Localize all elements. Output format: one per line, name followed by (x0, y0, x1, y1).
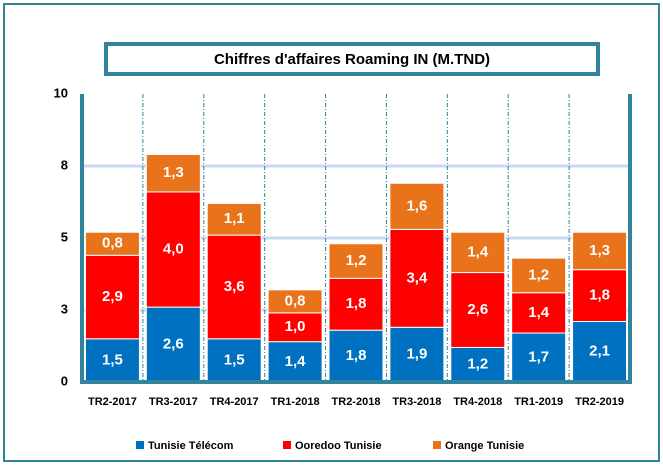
bar-segment (206, 338, 262, 383)
data-label: 2,6 (467, 301, 488, 318)
x-tick-label: TR4-2017 (210, 396, 259, 408)
data-label: 1,5 (224, 351, 245, 368)
data-label: 1,8 (346, 295, 367, 312)
chart-title: Chiffres d'affaires Roaming IN (M.TND) (214, 51, 490, 68)
bar-segment (206, 234, 262, 340)
legend-label: Ooredoo Tunisie (295, 440, 382, 452)
x-tick-label: TR1-2018 (271, 396, 320, 408)
bar-segment (389, 228, 445, 328)
data-label: 2,6 (163, 336, 184, 353)
bar-segment (450, 231, 506, 274)
x-tick-label: TR2-2017 (88, 396, 137, 408)
bar-segment (450, 346, 506, 383)
data-label: 1,7 (528, 348, 549, 365)
bar-segment (145, 306, 201, 383)
bar-segment (511, 257, 567, 294)
plot-frame (80, 94, 632, 384)
bar-segment (572, 321, 628, 383)
bar-segment (389, 326, 445, 383)
bar-segment (572, 231, 628, 271)
x-tick-label: TR1-2019 (514, 396, 563, 408)
data-label: 1,6 (406, 197, 427, 214)
data-label: 0,8 (285, 292, 306, 309)
bar-segment (511, 292, 567, 334)
bar-segment (267, 341, 323, 383)
data-label: 1,4 (285, 353, 307, 370)
bar-segment (145, 191, 201, 308)
data-label: 3,4 (406, 269, 428, 286)
y-tick-label: 0 (61, 373, 68, 388)
data-label: 1,8 (589, 287, 610, 304)
data-label: 1,3 (163, 164, 184, 181)
data-label: 1,4 (528, 304, 550, 321)
bar-segment (145, 153, 201, 193)
x-tick-label: TR4-2018 (453, 396, 502, 408)
x-tick-label: TR3-2017 (149, 396, 198, 408)
bar-segment (389, 182, 445, 230)
data-label: 1,0 (285, 318, 306, 335)
data-label: 2,9 (102, 288, 123, 305)
y-tick-label: 5 (61, 229, 68, 244)
x-tick-label: TR3-2018 (392, 396, 441, 408)
data-label: 4,0 (163, 240, 184, 257)
data-label: 1,2 (346, 252, 367, 269)
legend-label: Orange Tunisie (445, 440, 524, 452)
bar-segment (84, 338, 140, 383)
title-box (104, 42, 600, 76)
bar-segment (328, 243, 384, 279)
x-tick-label: TR2-2018 (332, 396, 381, 408)
legend-swatch (433, 441, 441, 449)
bar-segment (328, 329, 384, 383)
x-tick-label: TR2-2019 (575, 396, 624, 408)
data-label: 1,1 (224, 210, 245, 227)
data-label: 1,8 (346, 347, 367, 364)
y-tick-label: 3 (61, 301, 68, 316)
bar-segment (511, 332, 567, 383)
bar-segment (84, 231, 140, 256)
y-tick-label: 10 (54, 85, 68, 100)
bar-segment (84, 254, 140, 340)
data-label: 1,9 (406, 346, 427, 363)
data-label: 3,6 (224, 278, 245, 295)
data-label: 2,1 (589, 343, 610, 360)
data-label: 1,3 (589, 242, 610, 259)
bar-segment (328, 277, 384, 331)
legend-swatch (283, 441, 291, 449)
bar-segment (267, 312, 323, 343)
legend-swatch (136, 441, 144, 449)
data-label: 1,5 (102, 351, 123, 368)
data-label: 1,2 (467, 356, 488, 373)
data-label: 1,4 (467, 243, 489, 260)
bar-segment (267, 289, 323, 314)
data-label: 1,2 (528, 266, 549, 283)
legend-label: Tunisie Télécom (148, 440, 234, 452)
bar-segment (206, 202, 262, 236)
data-label: 0,8 (102, 235, 123, 252)
y-tick-label: 8 (61, 157, 68, 172)
